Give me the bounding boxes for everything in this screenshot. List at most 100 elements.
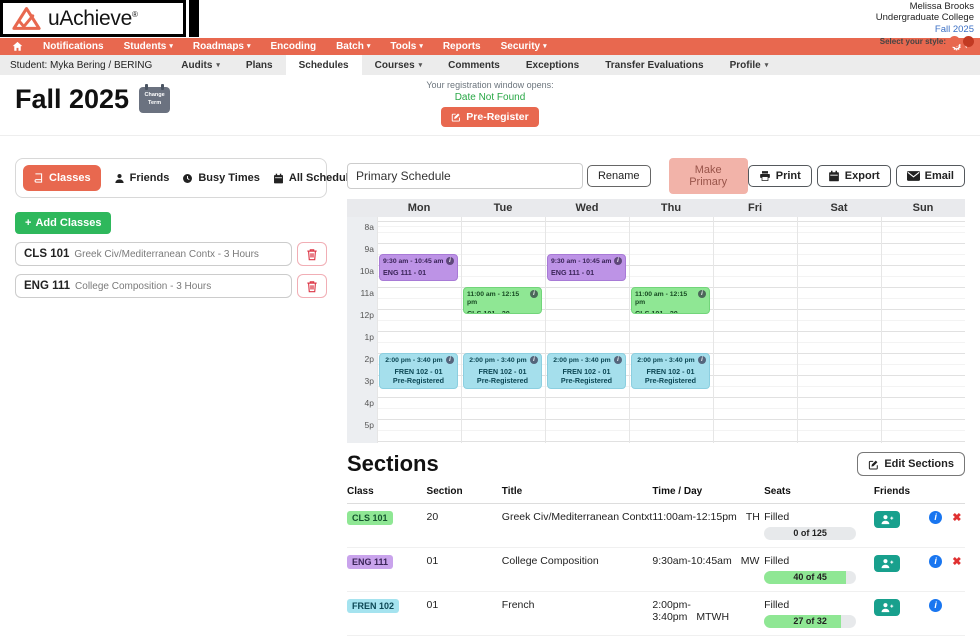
event-course: FREN 102 - 01	[646, 366, 695, 376]
pencil-square-icon	[869, 460, 879, 469]
nav-item-tools[interactable]: Tools ▾	[390, 41, 423, 52]
pencil-square-icon	[452, 113, 461, 122]
event-course: CLS 101 - 20	[635, 309, 678, 314]
logo-divider-block	[189, 0, 199, 37]
info-icon[interactable]: i	[929, 555, 943, 568]
user-term-link[interactable]: Fall 2025	[934, 23, 974, 35]
chevron-down-icon: ▾	[764, 61, 769, 69]
info-icon[interactable]: i	[445, 356, 454, 364]
style-label: Select your style:	[879, 36, 946, 46]
section-title: Greek Civ/Mediterranean Contxt	[501, 503, 653, 548]
plus-icon: +	[25, 217, 32, 229]
event-time: 9:30 am - 10:45 am	[383, 257, 444, 265]
event-time: 11:00 am - 12:15 pm	[466, 290, 520, 306]
chevron-down-icon: ▾	[543, 43, 547, 50]
tab-comments[interactable]: Comments	[448, 59, 500, 71]
tab-classes[interactable]: Classes	[23, 165, 101, 191]
section-time-day: 11:00am-12:15pm TH	[652, 503, 765, 548]
tab-transfer-evaluations[interactable]: Transfer Evaluations	[605, 59, 704, 71]
tab-exceptions[interactable]: Exceptions	[525, 59, 580, 71]
nav-item-security[interactable]: Security ▾	[500, 41, 547, 52]
rename-button[interactable]: Rename	[586, 165, 651, 187]
add-classes-button[interactable]: + Add Classes	[15, 212, 112, 234]
print-button[interactable]: Print	[747, 165, 812, 187]
nav-item-batch[interactable]: Batch ▾	[336, 41, 371, 52]
calendar-day-header: Mon Tue Wed Thu Fri Sat Sun	[347, 199, 965, 217]
envelope-icon	[906, 171, 920, 181]
make-primary-button[interactable]: Make Primary	[668, 158, 748, 194]
event-course: FREN 102 - 01	[562, 366, 611, 376]
event-time: 11:00 am - 12:15 pm	[635, 290, 688, 306]
info-icon[interactable]: i	[697, 356, 706, 364]
calendar-event-cls101-thu[interactable]: 11:00 am - 12:15 pm i CLS 101 - 20	[631, 287, 710, 314]
nav-item-reports[interactable]: Reports	[442, 41, 481, 52]
remove-section-icon[interactable]: ✖	[952, 556, 962, 568]
email-button[interactable]: Email	[895, 165, 965, 187]
home-icon[interactable]	[12, 41, 23, 52]
add-friend-button[interactable]	[873, 599, 900, 616]
tab-plans[interactable]: Plans	[245, 59, 273, 71]
info-icon[interactable]: i	[529, 290, 538, 298]
info-icon[interactable]: i	[529, 356, 538, 364]
chevron-down-icon: ▾	[419, 43, 423, 50]
info-icon[interactable]: i	[929, 599, 943, 612]
info-icon[interactable]: i	[929, 511, 943, 524]
event-status: Pre-Registered	[644, 375, 697, 385]
table-row: FREN 102 01 French 2:00pm-3:40pm MTWH Fil…	[347, 591, 965, 636]
calendar-event-eng111-mon[interactable]: 9:30 am - 10:45 am i ENG 111 - 01	[379, 254, 458, 281]
tab-schedules[interactable]: Schedules	[285, 55, 362, 75]
nav-item-roadmaps[interactable]: Roadmaps ▾	[192, 41, 251, 52]
calendar-event-cls101-tue[interactable]: 11:00 am - 12:15 pm i CLS 101 - 20	[462, 287, 542, 314]
tab-courses[interactable]: Courses ▾	[374, 59, 423, 71]
section-seats: Filled 40 of 45	[764, 547, 874, 592]
info-icon[interactable]: i	[445, 257, 454, 265]
calendar-event-fren102-mon[interactable]: 2:00 pm - 3:40 pm i FREN 102 - 01 Pre-Re…	[379, 353, 458, 389]
tab-all-schedules[interactable]: All Schedules	[273, 172, 361, 184]
class-card[interactable]: ENG 111 College Composition - 3 Hours	[15, 274, 292, 298]
calendar-grid: 8a 9a 10a 11a 12p 1p 2p 3p 4p 5p 9:30 am…	[347, 217, 965, 443]
registration-window-label: Your registration window opens:	[426, 80, 554, 90]
style-dot-dark[interactable]	[963, 36, 974, 48]
chevron-down-icon: ▾	[216, 61, 220, 69]
tab-busy-times[interactable]: Busy Times	[182, 172, 260, 184]
info-icon[interactable]: i	[697, 290, 706, 298]
remove-section-icon[interactable]: ✖	[952, 512, 962, 524]
person-plus-icon	[881, 603, 894, 613]
remove-class-button[interactable]	[297, 274, 327, 298]
remove-class-button[interactable]	[297, 242, 327, 266]
nav-item-encoding[interactable]: Encoding	[270, 41, 317, 52]
style-dot-light[interactable]	[949, 36, 960, 48]
tab-profile[interactable]: Profile ▾	[729, 59, 769, 71]
class-badge: ENG 111	[347, 555, 394, 569]
calendar-event-fren102-tue[interactable]: 2:00 pm - 3:40 pm i FREN 102 - 01 Pre-Re…	[462, 353, 542, 389]
pre-register-button[interactable]: Pre-Register	[441, 107, 539, 127]
section-number: 01	[426, 547, 502, 592]
info-icon[interactable]: i	[613, 257, 622, 265]
calendar-event-eng111-wed[interactable]: 9:30 am - 10:45 am i ENG 111 - 01	[546, 254, 626, 281]
schedule-name-input[interactable]	[347, 163, 583, 189]
nav-item-notifications[interactable]: Notifications	[43, 41, 104, 52]
seats-meter: 40 of 45	[764, 571, 857, 584]
section-time-day: 2:00pm-3:40pm MTWH	[652, 591, 765, 636]
edit-sections-button[interactable]: Edit Sections	[857, 452, 965, 476]
nav-item-students[interactable]: Students ▾	[123, 41, 173, 52]
calendar-event-fren102-thu[interactable]: 2:00 pm - 3:40 pm i FREN 102 - 01 Pre-Re…	[631, 353, 710, 389]
classes-panel: Classes Friends Busy Times All Schedules…	[15, 158, 361, 636]
tab-friends[interactable]: Friends	[114, 172, 169, 184]
day-label: Sun	[912, 202, 934, 214]
gear-icon[interactable]: ⚙	[951, 41, 962, 53]
add-friend-button[interactable]	[873, 511, 900, 528]
info-icon[interactable]: i	[613, 356, 622, 364]
calendar-event-fren102-wed[interactable]: 2:00 pm - 3:40 pm i FREN 102 - 01 Pre-Re…	[546, 353, 626, 389]
add-friend-button[interactable]	[873, 555, 900, 572]
class-card[interactable]: CLS 101 Greek Civ/Mediterranean Contx - …	[15, 242, 292, 266]
tab-audits[interactable]: Audits ▾	[181, 59, 220, 71]
export-button[interactable]: Export	[816, 165, 891, 187]
class-desc: Greek Civ/Mediterranean Contx - 3 Hours	[74, 248, 259, 260]
person-plus-icon	[881, 515, 894, 525]
divider	[0, 135, 980, 136]
change-term-button[interactable]: Change Term	[139, 83, 171, 113]
time-label: 10a	[359, 266, 374, 276]
user-info: Melissa Brooks Undergraduate College Fal…	[876, 1, 974, 48]
class-desc: College Composition - 3 Hours	[75, 280, 212, 292]
